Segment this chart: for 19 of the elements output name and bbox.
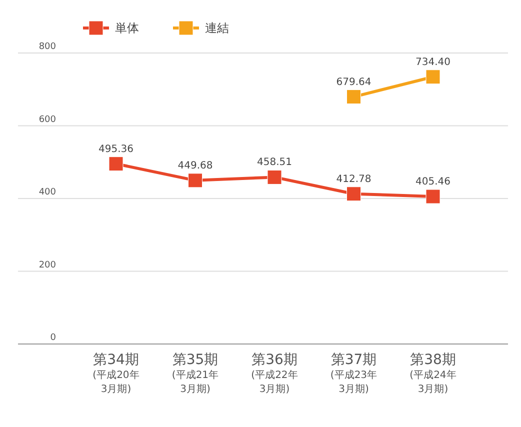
legend-label: 連結 — [205, 21, 229, 35]
data-label: 679.64 — [336, 76, 372, 88]
legend-label: 単体 — [115, 21, 139, 35]
data-label: 495.36 — [98, 144, 134, 155]
data-label: 458.51 — [257, 157, 292, 168]
data-label: 405.46 — [416, 176, 450, 188]
x-tick-label: 第37期 (平成23年 3月期) — [330, 352, 378, 395]
data-label: 449.68 — [178, 160, 213, 172]
data-label: 412.78 — [336, 174, 372, 185]
x-tick-label: 第35期 (平成21年 3月期) — [172, 352, 219, 395]
x-tick-label: 第36期 (平成22年 3月期) — [251, 352, 298, 395]
data-label: 734.40 — [416, 56, 450, 68]
y-tick-label: 600 — [38, 114, 56, 125]
y-tick-label: 0 — [50, 333, 56, 343]
y-tick-label: 200 — [38, 260, 56, 270]
x-tick-label: 第38期 (平成24年 3月期) — [410, 352, 456, 395]
y-tick-label: 400 — [38, 188, 56, 198]
x-tick-label: 第34期 (平成20年 3月期) — [92, 352, 140, 395]
y-tick-label: 800 — [38, 42, 56, 52]
